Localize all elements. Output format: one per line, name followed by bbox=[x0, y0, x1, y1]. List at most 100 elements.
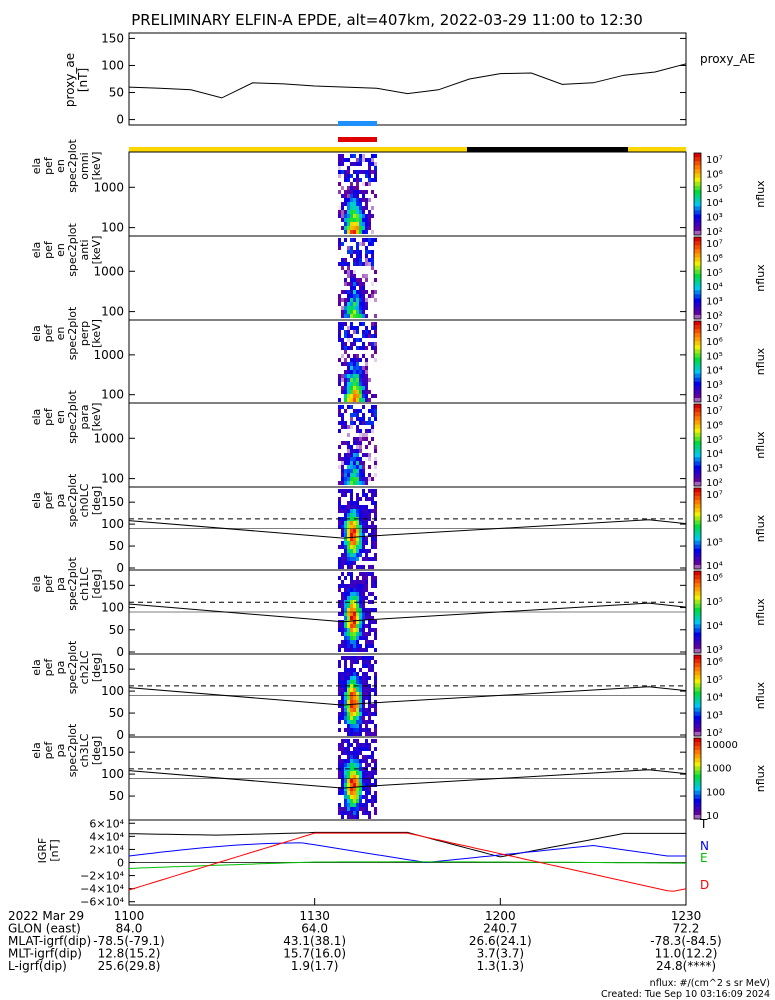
pa_ch1-cell bbox=[359, 604, 362, 608]
pa_ch2-cell bbox=[374, 728, 377, 732]
pa_ch0-cell bbox=[341, 565, 344, 569]
pa_ch0-cell bbox=[350, 517, 353, 521]
pa_ch2-cell bbox=[353, 692, 356, 696]
pa_ch1-cell bbox=[353, 636, 356, 640]
spec_para-cell bbox=[350, 429, 353, 433]
pa_ch0-cell bbox=[374, 505, 377, 509]
pa_ch1-cell bbox=[344, 640, 347, 644]
pa_ch1-cell bbox=[350, 640, 353, 644]
pa_ch0-colorbar-segment bbox=[694, 564, 701, 570]
spec_anti-cell bbox=[356, 258, 359, 262]
spec_omni-cell bbox=[371, 182, 374, 186]
spec_para-cell bbox=[362, 437, 365, 441]
pa_ch1-cell bbox=[368, 608, 371, 612]
x-axis-row-value: 1100 bbox=[114, 909, 145, 923]
spec_para-cell bbox=[374, 409, 377, 413]
spec_perp-cell bbox=[344, 398, 347, 402]
pa_ch3-cell bbox=[365, 779, 368, 783]
spec_anti-cell bbox=[356, 294, 359, 298]
spec_para-cell bbox=[350, 409, 353, 413]
spec_anti-cell bbox=[365, 270, 368, 274]
spec_anti-cell bbox=[365, 314, 368, 318]
spec_omni-colorbar-segment bbox=[694, 173, 701, 179]
pa_ch1-cell bbox=[359, 612, 362, 616]
spec_perp-cell bbox=[362, 338, 365, 342]
pa_ch3-colorbar-segment bbox=[694, 770, 701, 775]
pa_ch0-cell bbox=[338, 497, 341, 501]
spec_omni-cell bbox=[350, 202, 353, 206]
spec_para-cell bbox=[368, 477, 371, 481]
pa_ch1-cell bbox=[359, 620, 362, 624]
pa_ch1-cell bbox=[344, 604, 347, 608]
spec_omni-cell bbox=[371, 190, 374, 194]
spec_perp-cell bbox=[359, 322, 362, 326]
spec_omni-cell bbox=[347, 198, 350, 202]
pa_ch1-cell bbox=[350, 612, 353, 616]
pa_ch0-colorbar-segment bbox=[694, 520, 701, 525]
spec_anti-cell bbox=[347, 298, 350, 302]
pa_ch3-cell bbox=[374, 763, 377, 767]
spec_omni-cell bbox=[368, 174, 371, 178]
pa_ch1-cell bbox=[350, 576, 353, 580]
pa_ch0-colorbar-segment bbox=[694, 540, 701, 546]
pa_ch0-cell bbox=[350, 505, 353, 509]
spec_perp-ylabel-line: [keV] bbox=[90, 319, 103, 348]
pa_ch2-cell bbox=[368, 688, 371, 692]
pa_ch3-cell bbox=[356, 779, 359, 783]
x-axis-row-value: 240.7 bbox=[483, 922, 517, 936]
spec_perp-cell bbox=[371, 394, 374, 398]
spec_anti-cell bbox=[371, 282, 374, 286]
pa_ch1-cell bbox=[362, 592, 365, 596]
pa_ch2-cell bbox=[362, 656, 365, 660]
spec_para-cell bbox=[347, 473, 350, 477]
pa_ch1-ylabel-line: ela bbox=[30, 576, 43, 593]
spec_anti-cell bbox=[353, 306, 356, 310]
spec_perp-colorbar-tick: 10⁵ bbox=[706, 351, 723, 362]
spec_perp-cell bbox=[338, 374, 341, 378]
pa_ch1-cell bbox=[353, 608, 356, 612]
pa_ch1-cell bbox=[365, 580, 368, 584]
pa_ch1-ylabel-line: spec2plot bbox=[66, 557, 79, 611]
pa_ch0-cell bbox=[347, 489, 350, 493]
spec_omni-cell bbox=[341, 202, 344, 206]
pa_ch3-cell bbox=[374, 759, 377, 763]
pa_ch2-cell bbox=[371, 664, 374, 668]
spec_anti-colorbar-segment bbox=[694, 310, 701, 316]
spec_para-cell bbox=[371, 409, 374, 413]
pa_ch3-cell bbox=[353, 807, 356, 811]
igrf-ylabel-line: [nT] bbox=[48, 839, 61, 861]
spec_anti-cell bbox=[359, 266, 362, 270]
spec_anti-cell bbox=[344, 282, 347, 286]
pa_ch3-cell bbox=[374, 739, 377, 743]
pa_ch1-cell bbox=[368, 592, 371, 596]
spec_omni-cell bbox=[371, 210, 374, 214]
spec_anti-frame bbox=[128, 235, 687, 321]
pa_ch2-cell bbox=[365, 728, 368, 732]
pa_ch1-cell bbox=[374, 628, 377, 632]
pa_ch2-cell bbox=[359, 728, 362, 732]
igrf-legend-T: T bbox=[699, 817, 708, 831]
pa_ch3-cell bbox=[350, 783, 353, 787]
pa_ch0-cell bbox=[353, 553, 356, 557]
spec_omni-colorbar-segment bbox=[694, 165, 701, 170]
spec_anti-colorbar-segment bbox=[694, 282, 701, 287]
spec_para-cell bbox=[365, 449, 368, 453]
pa_ch3-cell bbox=[356, 759, 359, 763]
pa_ch0-colorbar-segment bbox=[694, 524, 701, 529]
pa_ch2-cell bbox=[344, 680, 347, 684]
pa_ch3-colorbar-label: nflux bbox=[754, 764, 767, 792]
spec_omni-cell bbox=[350, 162, 353, 166]
spec_perp-cell bbox=[365, 346, 368, 350]
pa_ch2-cell bbox=[347, 656, 350, 660]
spec_para-cell bbox=[359, 437, 362, 441]
spec_omni-cell bbox=[353, 230, 356, 234]
pa_ch2-cell bbox=[359, 668, 362, 672]
spec_para-cell bbox=[347, 465, 350, 469]
spec_para-cell bbox=[338, 437, 341, 441]
pa_ch1-cell bbox=[350, 580, 353, 584]
pa_ch0-cell bbox=[362, 529, 365, 533]
spec_para-cell bbox=[371, 421, 374, 425]
spec_omni-cell bbox=[353, 170, 356, 174]
pa_ch1-cell bbox=[362, 576, 365, 580]
pa_ch2-cell bbox=[353, 728, 356, 732]
